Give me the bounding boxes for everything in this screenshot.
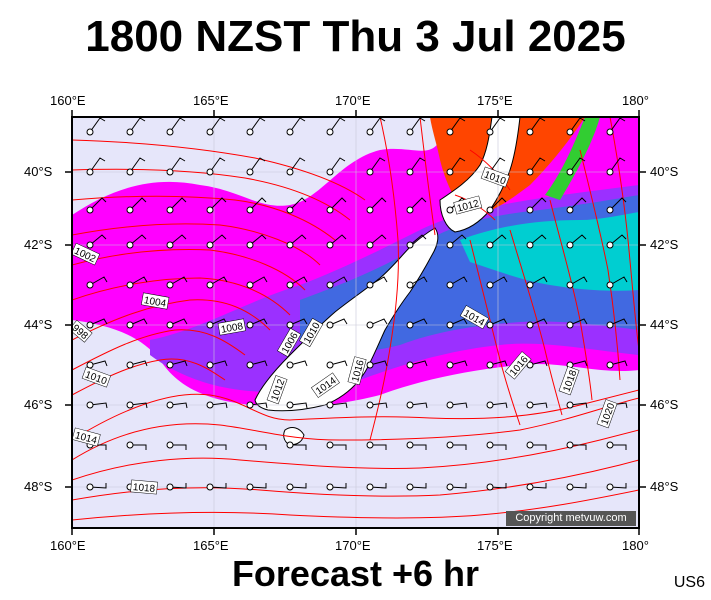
isobar-label-1004: 1004: [143, 295, 167, 310]
lat-label-right-40: 40°S: [650, 164, 679, 179]
lon-label-bottom-180: 180°: [622, 538, 649, 553]
lat-label-left-42: 42°S: [24, 237, 53, 252]
isobar-label-1008: 1008: [220, 321, 244, 336]
forecast-label: Forecast +6 hr: [231, 553, 480, 594]
lon-label-top-180: 180°: [622, 93, 649, 108]
rain-area-cyan: [460, 212, 639, 291]
isobars: [72, 117, 639, 521]
lon-label-top-175: 175°E: [477, 93, 513, 108]
lat-label-left-44: 44°S: [24, 317, 53, 332]
copyright-badge: Copyright metvuw.com: [506, 511, 636, 526]
lon-label-bottom-175: 175°E: [477, 538, 513, 553]
lon-label-top-160: 160°E: [50, 93, 86, 108]
lon-label-bottom-165: 165°E: [193, 538, 229, 553]
map-title: 1800 NZST Thu 3 Jul 2025: [85, 12, 626, 61]
lat-label-right-48: 48°S: [650, 479, 679, 494]
region-code: US6: [673, 574, 705, 591]
frame-ticks: [65, 110, 646, 535]
lon-label-top-170: 170°E: [335, 93, 371, 108]
lon-label-bottom-160: 160°E: [50, 538, 86, 553]
lat-label-left-40: 40°S: [24, 164, 53, 179]
lat-label-left-48: 48°S: [24, 479, 53, 494]
isobar-label-1018-west: 1018: [132, 482, 156, 495]
lat-label-left-46: 46°S: [24, 397, 53, 412]
lat-label-right-46: 46°S: [650, 397, 679, 412]
lon-label-top-165: 165°E: [193, 93, 229, 108]
stewart-island-land: [283, 427, 305, 446]
lon-label-bottom-170: 170°E: [335, 538, 371, 553]
rain-area-green: [545, 117, 600, 200]
station-dots: [86, 128, 614, 491]
lat-label-right-42: 42°S: [650, 237, 679, 252]
lat-label-right-44: 44°S: [650, 317, 679, 332]
